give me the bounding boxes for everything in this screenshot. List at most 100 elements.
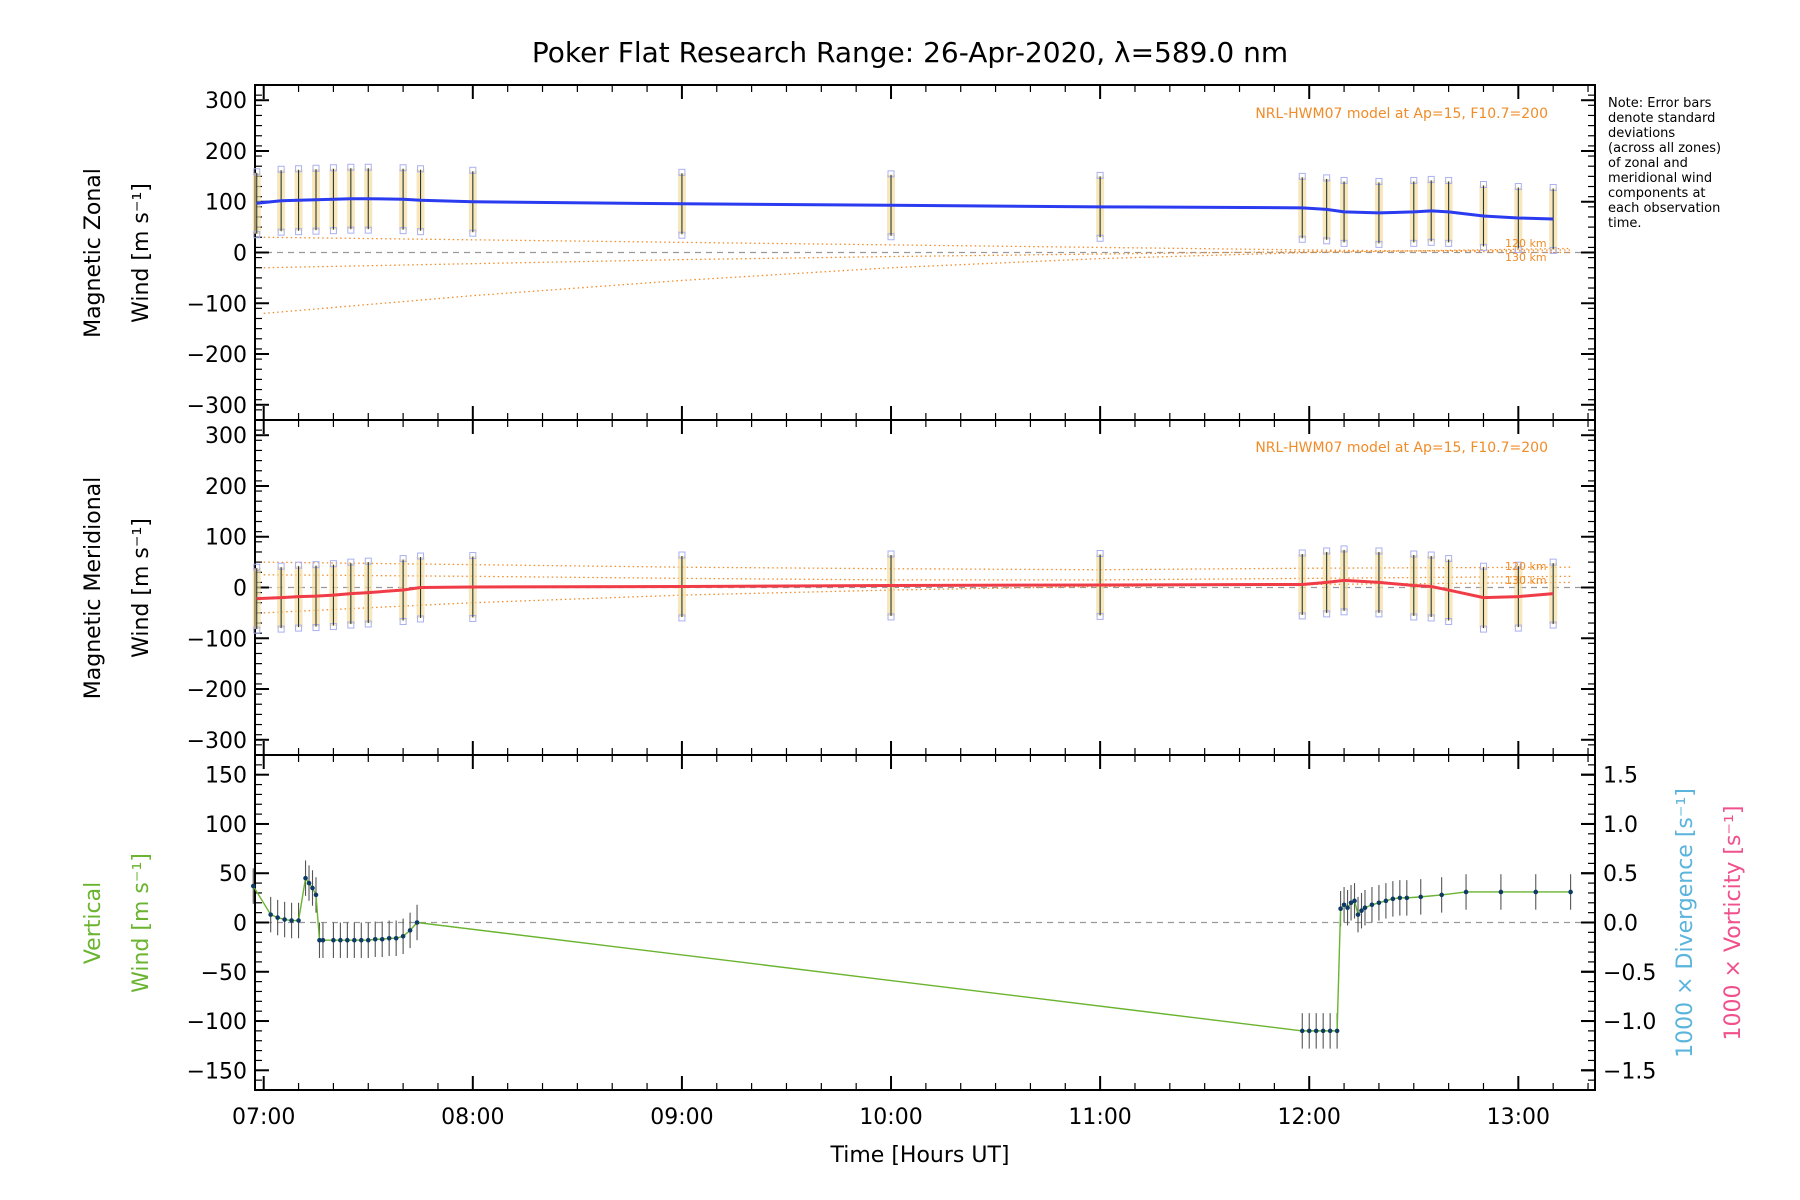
vertical-data-point — [1341, 902, 1347, 908]
vertical-data-point — [1306, 1028, 1312, 1034]
vorticity-ylabel: 1000 × Vorticity [s⁻¹] — [1721, 806, 1746, 1041]
vertical-data-point — [345, 937, 350, 943]
note-line-5: meridional wind — [1608, 171, 1712, 186]
vertical-data-point — [1439, 892, 1444, 898]
vertical-data-point — [275, 915, 280, 920]
note-line-7: each observation — [1608, 201, 1720, 216]
x-tick-label: 07:00 — [232, 1105, 295, 1130]
vertical-data-point — [303, 875, 308, 881]
zonal-series-line — [256, 197, 1554, 221]
meridional-ytick-label: 100 — [205, 526, 247, 551]
vertical-data-point — [1404, 895, 1410, 901]
vertical-data-point — [1362, 905, 1368, 911]
vertical-data-point — [1568, 889, 1573, 895]
note-line-2: deviations — [1608, 126, 1675, 141]
vertical-data-point — [1355, 912, 1361, 917]
vertical-data-point — [1376, 900, 1382, 906]
vertical-data-point — [317, 937, 322, 943]
vertical-data-point — [331, 937, 336, 943]
vertical-ytick-label: 0 — [233, 912, 247, 937]
y2-tick-label: −1.0 — [1603, 1010, 1656, 1035]
meridional-model-curve-1 — [263, 574, 1571, 581]
vertical-data-point — [1320, 1028, 1326, 1034]
vertical-data-point — [1348, 900, 1354, 906]
zonal-ytick-label: 0 — [233, 242, 247, 267]
zonal-ytick-label: −100 — [187, 292, 247, 317]
divergence-ylabel: 1000 × Divergence [s⁻¹] — [1673, 788, 1698, 1058]
vertical-data-point — [268, 912, 273, 917]
zonal-model-curve-0 — [263, 236, 1571, 254]
vertical-ylabel-line1: Vertical — [81, 882, 106, 964]
vertical-data-point — [1299, 1028, 1305, 1034]
vertical-data-point — [1345, 905, 1350, 911]
vertical-series-line — [252, 876, 1571, 1032]
zonal-ylabel-line1: Magnetic Zonal — [81, 168, 106, 338]
vertical-data-point — [1369, 902, 1375, 908]
vertical-ytick-label: −150 — [187, 1059, 247, 1084]
vertical-data-point — [1334, 1028, 1340, 1034]
meridional-ytick-label: −200 — [187, 678, 247, 703]
meridional-model-annotation: NRL-HWM07 model at Ap=15, F10.7=200 — [1255, 440, 1548, 456]
vertical-data-point — [296, 918, 301, 923]
meridional-ylabel-line2: Wind [m s⁻¹] — [129, 518, 154, 658]
vertical-ytick-label: −50 — [201, 961, 247, 986]
zonal-alt-label-1: 120 km — [1505, 237, 1547, 250]
meridional-ytick-label: 200 — [205, 475, 247, 500]
vertical-ytick-label: 100 — [205, 813, 247, 838]
y2-tick-label: 1.5 — [1603, 764, 1638, 789]
vertical-data-point — [358, 937, 364, 943]
y2-tick-label: −1.5 — [1603, 1059, 1656, 1084]
zonal-ytick-label: −200 — [187, 343, 247, 368]
note-line-8: time. — [1608, 216, 1642, 231]
zonal-ytick-label: 100 — [205, 191, 247, 216]
vertical-ytick-label: 50 — [219, 862, 247, 887]
vertical-data-point — [1390, 896, 1396, 902]
zonal-model-curve-2 — [263, 247, 1571, 315]
zonal-ylabel-line2: Wind [m s⁻¹] — [129, 183, 154, 323]
vertical-data-point — [310, 885, 315, 891]
vertical-data-point — [400, 933, 406, 939]
vertical-data-point — [1383, 898, 1389, 904]
x-tick-label: 11:00 — [1068, 1105, 1131, 1130]
vertical-ylabel-line2: Wind [m s⁻¹] — [129, 853, 154, 993]
vertical-data-point — [407, 928, 413, 933]
vertical-data-point — [1498, 889, 1504, 895]
meridional-alt-label-2: 130 km — [1505, 574, 1547, 587]
error-bar-note: Note: Error bars denote standard deviati… — [1608, 96, 1721, 231]
vertical-data-point — [250, 883, 256, 889]
meridional-ytick-label: 300 — [205, 424, 247, 449]
meridional-ytick-label: −300 — [187, 729, 247, 754]
note-line-0: Note: Error bars — [1608, 96, 1712, 111]
zonal-alt-label-2: 130 km — [1505, 251, 1547, 264]
vertical-data-point — [1533, 889, 1539, 895]
meridional-model-curve-0 — [263, 561, 1571, 571]
vertical-data-point — [1327, 1028, 1333, 1034]
vertical-ytick-label: 150 — [205, 764, 247, 789]
note-line-4: of zonal and — [1608, 156, 1688, 171]
vertical-data-point — [386, 935, 392, 941]
zonal-ytick-label: 300 — [205, 89, 247, 114]
vertical-data-point — [1359, 908, 1364, 913]
note-line-1: denote standard — [1608, 111, 1715, 126]
vertical-data-point — [313, 892, 319, 898]
vertical-data-point — [379, 936, 385, 942]
x-tick-label: 10:00 — [859, 1105, 922, 1130]
vertical-data-point — [1397, 895, 1403, 901]
zonal-ytick-label: 200 — [205, 140, 247, 165]
vertical-data-point — [352, 937, 357, 943]
x-axis-title: Time [Hours UT] — [830, 1143, 1010, 1168]
meridional-series-line — [256, 578, 1554, 601]
chart-title: Poker Flat Research Range: 26-Apr-2020, … — [532, 36, 1288, 69]
meridional-ylabel-line1: Magnetic Meridional — [81, 477, 106, 699]
vertical-data-point — [1313, 1028, 1319, 1034]
vertical-data-point — [1463, 889, 1469, 895]
vertical-data-point — [338, 937, 343, 943]
vertical-data-point — [1338, 906, 1343, 912]
meridional-ytick-label: 0 — [233, 577, 247, 602]
vertical-data-point — [320, 937, 326, 943]
zonal-ytick-label: −300 — [187, 394, 247, 419]
vertical-data-point — [282, 917, 287, 922]
x-tick-label: 08:00 — [441, 1105, 504, 1130]
plot-layer: 300 200 100 0 −100 −200 −300 300 200 100 0 −100 −200… — [187, 84, 1656, 1130]
